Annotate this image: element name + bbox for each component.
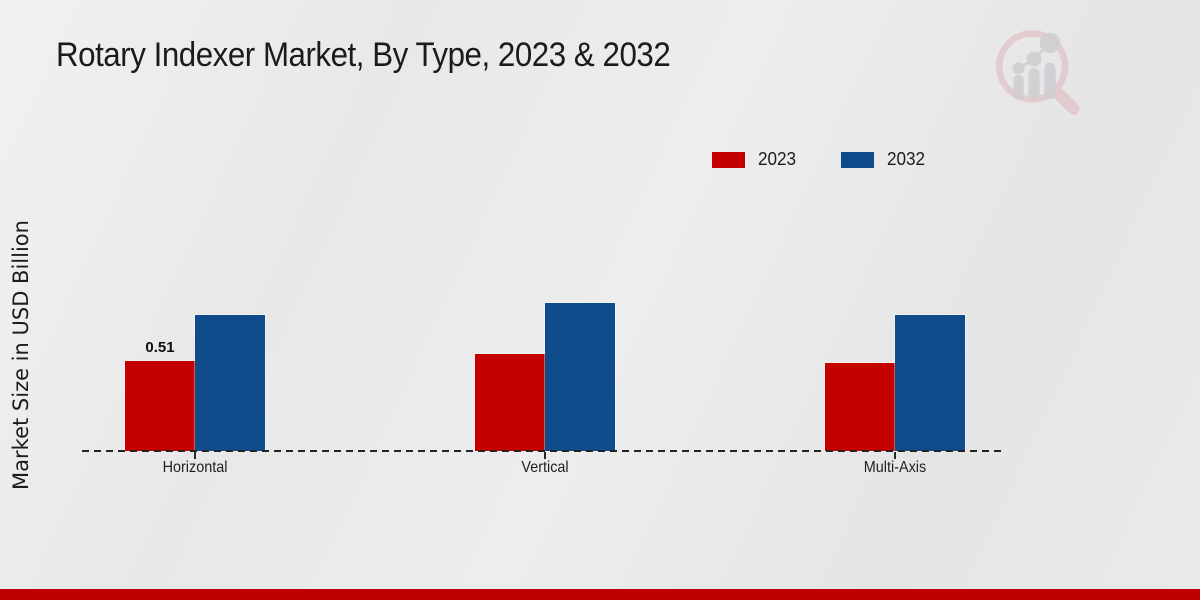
bar-2032-multi-axis	[895, 315, 965, 451]
x-axis-tick	[544, 452, 546, 459]
x-axis-tick	[194, 452, 196, 459]
legend: 2023 2032	[712, 149, 926, 170]
market-research-future-logo-watermark	[995, 30, 1080, 115]
footer-accent-bar	[0, 589, 1200, 600]
bar-2032-vertical	[545, 303, 615, 451]
x-axis-dashed-baseline	[82, 450, 1005, 452]
legend-swatch-2032	[841, 151, 875, 168]
chart-title: Rotary Indexer Market, By Type, 2023 & 2…	[56, 36, 671, 74]
bar-value-label: 0.51	[145, 339, 175, 356]
bar-2032-horizontal	[195, 315, 265, 451]
bar-2023-horizontal	[125, 361, 195, 451]
legend-item-2032: 2032	[841, 149, 926, 170]
x-axis-category-label: Horizontal	[162, 459, 228, 476]
bar-2023-vertical	[475, 354, 545, 451]
bar-2023-multi-axis	[825, 363, 895, 451]
x-axis-tick	[894, 452, 896, 459]
legend-swatch-2023	[712, 151, 745, 168]
legend-item-2023: 2023	[712, 149, 797, 170]
x-axis-category-label: Vertical	[521, 459, 569, 476]
legend-label-2032: 2032	[887, 149, 926, 169]
legend-label-2023: 2023	[758, 149, 797, 169]
x-axis-category-label: Multi-Axis	[863, 459, 927, 476]
